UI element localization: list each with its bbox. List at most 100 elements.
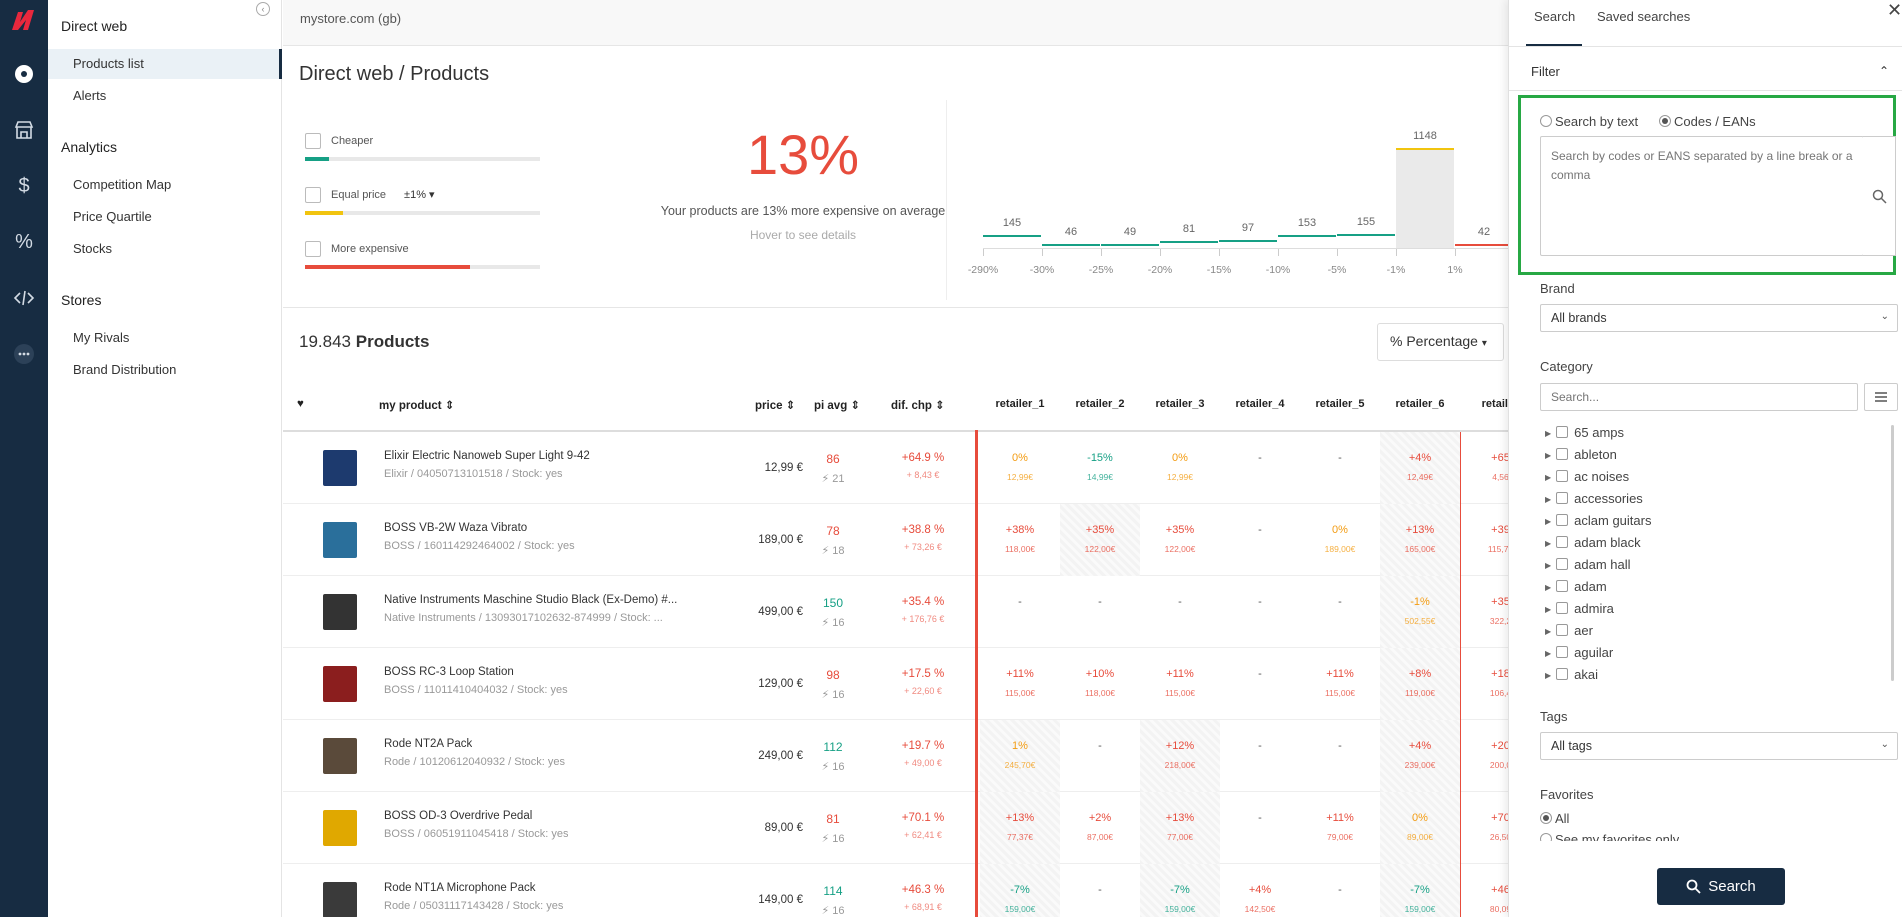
category-scrollbar[interactable] xyxy=(1891,425,1894,681)
retailer-cell[interactable]: - xyxy=(1300,576,1380,648)
retailer-cell[interactable]: 0% 12,99€ xyxy=(1140,432,1220,504)
retailer-cell[interactable]: 0% 12,99€ xyxy=(980,432,1060,504)
col-my-product[interactable]: my product ⇕ xyxy=(379,398,454,412)
view-mode-dropdown[interactable]: % Percentage ▾ xyxy=(1377,323,1504,361)
table-row[interactable]: Rode NT2A Pack Rode / 10120612040932 / St… xyxy=(283,720,1508,792)
col-retailer[interactable]: retailer_1 xyxy=(995,398,1045,410)
expand-icon[interactable]: ▶ xyxy=(1545,627,1552,636)
col-dif-chp[interactable]: dif. chp ⇕ xyxy=(891,398,945,412)
expand-icon[interactable]: ▶ xyxy=(1545,671,1552,680)
product-thumbnail[interactable] xyxy=(323,594,357,630)
retailer-cell[interactable]: +13% 77,37€ xyxy=(980,792,1060,864)
product-name[interactable]: Native Instruments Maschine Studio Black… xyxy=(384,594,678,606)
retailer-cell[interactable]: +13% 77,00€ xyxy=(1140,792,1220,864)
retailer-cell[interactable]: +11% 115,00€ xyxy=(1300,648,1380,720)
retailer-cell[interactable]: - xyxy=(1220,648,1300,720)
product-name[interactable]: Rode NT1A Microphone Pack xyxy=(384,882,536,894)
expand-icon[interactable]: ▶ xyxy=(1545,517,1552,526)
sidebar-item-competition-map[interactable]: Competition Map xyxy=(73,177,172,192)
more-icon[interactable] xyxy=(0,334,48,374)
sidebar-item-stocks[interactable]: Stocks xyxy=(73,241,113,256)
collapse-sidebar-icon[interactable]: ‹ xyxy=(256,2,270,16)
category-checkbox[interactable] xyxy=(1556,558,1569,570)
product-name[interactable]: BOSS OD-3 Overdrive Pedal xyxy=(384,810,533,822)
retailer-cell[interactable]: 1% 245,70€ xyxy=(980,720,1060,792)
retailer-cell[interactable]: -7% 159,00€ xyxy=(980,864,1060,917)
category-item[interactable]: ▶ adam black xyxy=(1545,535,1641,550)
codes-input[interactable] xyxy=(1540,136,1864,256)
favorite-heart-icon[interactable]: ♥ xyxy=(297,398,304,410)
expand-icon[interactable]: ▶ xyxy=(1545,451,1552,460)
retailer-cell[interactable]: - xyxy=(1220,792,1300,864)
retailer-cell[interactable]: - xyxy=(1140,576,1220,648)
retailer-cell[interactable]: +11% 115,00€ xyxy=(1140,648,1220,720)
category-checkbox[interactable] xyxy=(1556,448,1569,460)
col-retailer[interactable]: retailer xyxy=(1481,398,1508,410)
retailer-cell[interactable]: 0% 89,00€ xyxy=(1380,792,1460,864)
radio-favorites-all[interactable]: All xyxy=(1540,811,1569,826)
radio-icon[interactable] xyxy=(1540,833,1552,841)
histogram-bar[interactable] xyxy=(1219,239,1277,248)
retailer-cell[interactable]: +20 200,0 xyxy=(1460,720,1508,792)
category-item[interactable]: ▶ 65 amps xyxy=(1545,425,1624,440)
tab-saved-searches[interactable]: Saved searches xyxy=(1597,9,1691,24)
search-button[interactable]: Search xyxy=(1657,868,1785,905)
retailer-cell[interactable]: +70 26,50 xyxy=(1460,792,1508,864)
radio-icon[interactable] xyxy=(1540,115,1552,127)
category-item[interactable]: ▶ akai xyxy=(1545,667,1598,682)
col-retailer[interactable]: retailer_3 xyxy=(1155,398,1205,410)
equal-range-dropdown[interactable]: ±1% ▾ xyxy=(404,189,435,201)
sidebar-item-my-rivals[interactable]: My Rivals xyxy=(73,330,130,345)
col-price[interactable]: price ⇕ xyxy=(755,398,795,412)
histogram-bar[interactable] xyxy=(1042,243,1100,248)
expand-icon[interactable]: ▶ xyxy=(1545,605,1552,614)
brand-select[interactable]: All brands ⌄ xyxy=(1540,304,1898,332)
category-item[interactable]: ▶ aguilar xyxy=(1545,645,1613,660)
category-menu-icon[interactable] xyxy=(1864,383,1898,411)
retailer-cell[interactable]: - xyxy=(1060,576,1140,648)
category-item[interactable]: ▶ ac noises xyxy=(1545,469,1629,484)
histogram-bar[interactable] xyxy=(1455,244,1508,248)
dollar-icon[interactable]: $ xyxy=(18,174,30,197)
retailer-cell[interactable]: +4% 12,49€ xyxy=(1380,432,1460,504)
retailer-cell[interactable]: +35 322,2 xyxy=(1460,576,1508,648)
product-thumbnail[interactable] xyxy=(323,810,357,846)
radio-codes-eans[interactable]: Codes / EANs xyxy=(1659,114,1756,129)
retailer-cell[interactable]: - xyxy=(1060,720,1140,792)
retailer-cell[interactable]: 0% 189,00€ xyxy=(1300,504,1380,576)
more-expensive-checkbox[interactable] xyxy=(305,241,321,257)
histogram-bar[interactable] xyxy=(1396,148,1454,248)
retailer-cell[interactable]: +18 106,4 xyxy=(1460,648,1508,720)
retailer-cell[interactable]: - xyxy=(1220,432,1300,504)
col-retailer[interactable]: retailer_5 xyxy=(1315,398,1365,410)
expand-icon[interactable]: ▶ xyxy=(1545,495,1552,504)
radio-checked-icon[interactable] xyxy=(1659,115,1671,127)
retailer-cell[interactable]: -15% 14,99€ xyxy=(1060,432,1140,504)
table-row[interactable]: BOSS VB-2W Waza Vibrato BOSS / 1601142924… xyxy=(283,504,1508,576)
product-thumbnail[interactable] xyxy=(323,666,357,702)
retailer-cell[interactable]: +46 80,09 xyxy=(1460,864,1508,917)
histogram-bar[interactable] xyxy=(1160,240,1218,248)
filter-cheaper[interactable]: Cheaper xyxy=(305,133,373,149)
col-retailer[interactable]: retailer_2 xyxy=(1075,398,1125,410)
chevron-up-icon[interactable]: ⌃ xyxy=(1879,64,1890,78)
category-checkbox[interactable] xyxy=(1556,646,1569,658)
sidebar-item-price-quartile[interactable]: Price Quartile xyxy=(73,209,152,224)
category-checkbox[interactable] xyxy=(1556,514,1569,526)
product-thumbnail[interactable] xyxy=(323,738,357,774)
product-name[interactable]: Elixir Electric Nanoweb Super Light 9-42 xyxy=(384,450,590,462)
product-thumbnail[interactable] xyxy=(323,882,357,917)
tags-select[interactable]: All tags ⌄ xyxy=(1540,732,1898,760)
retailer-cell[interactable]: +13% 165,00€ xyxy=(1380,504,1460,576)
price-histogram[interactable]: 145 -290% 46 -30% 49 -25% 81 -20% 97 -15% 153 -10% 1… xyxy=(968,120,1508,285)
category-item[interactable]: ▶ adam xyxy=(1545,579,1607,594)
category-checkbox[interactable] xyxy=(1556,668,1569,680)
retailer-cell[interactable]: - xyxy=(1300,864,1380,917)
store-name[interactable]: mystore.com (gb) xyxy=(300,11,402,26)
retailer-cell[interactable]: +12% 218,00€ xyxy=(1140,720,1220,792)
category-checkbox[interactable] xyxy=(1556,536,1569,548)
retailer-cell[interactable]: +38% 118,00€ xyxy=(980,504,1060,576)
retailer-cell[interactable]: +11% 115,00€ xyxy=(980,648,1060,720)
expand-icon[interactable]: ▶ xyxy=(1545,473,1552,482)
retailer-cell[interactable]: - xyxy=(1300,720,1380,792)
